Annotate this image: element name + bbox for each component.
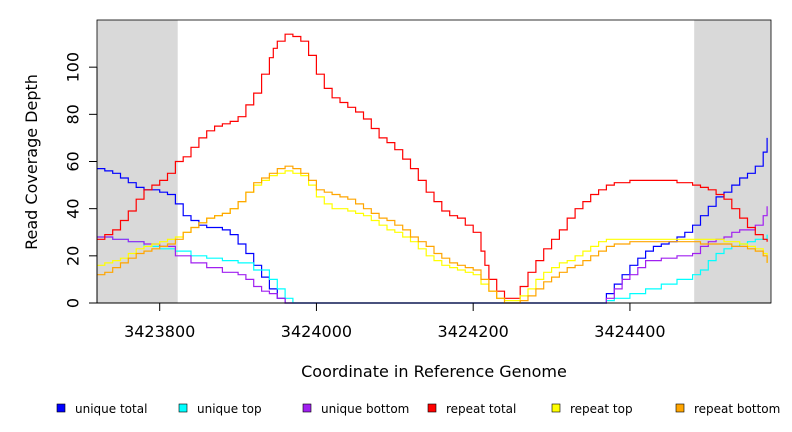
legend-swatch bbox=[675, 403, 685, 413]
legend-swatch bbox=[56, 403, 66, 413]
x-axis-title: Coordinate in Reference Genome bbox=[301, 362, 567, 381]
series-line-repeat-top bbox=[97, 170, 768, 302]
shaded-regions bbox=[97, 20, 771, 303]
series-line-unique-top bbox=[97, 234, 768, 304]
legend-item-unique-bottom: unique bottom bbox=[302, 402, 409, 416]
legend-item-repeat-total: repeat total bbox=[427, 402, 516, 416]
shaded-region-1 bbox=[694, 20, 771, 303]
x-axis-ticks: 3423800 3424000 3424200 3424400 bbox=[124, 303, 666, 341]
series-line-repeat-bottom bbox=[97, 165, 768, 304]
legend: unique total unique top unique bottom repea… bbox=[56, 402, 780, 416]
x-tick-label: 3424400 bbox=[594, 322, 665, 341]
legend-label: repeat total bbox=[446, 402, 516, 416]
legend-swatch bbox=[178, 403, 188, 413]
legend-label: unique top bbox=[197, 402, 262, 416]
series-line-repeat-total bbox=[97, 33, 768, 299]
y-tick-label: 80 bbox=[64, 104, 83, 124]
y-tick-label: 100 bbox=[64, 52, 83, 83]
legend-swatch bbox=[302, 403, 312, 413]
legend-label: unique total bbox=[75, 402, 147, 416]
legend-label: unique bottom bbox=[321, 402, 409, 416]
legend-item-repeat-top: repeat top bbox=[551, 402, 633, 416]
legend-swatch bbox=[551, 403, 561, 413]
y-axis-title: Read Coverage Depth bbox=[22, 74, 41, 250]
y-tick-label: 60 bbox=[64, 151, 83, 171]
shaded-region-0 bbox=[97, 20, 178, 303]
y-tick-label: 40 bbox=[64, 198, 83, 218]
legend-label: repeat bottom bbox=[694, 402, 780, 416]
legend-item-unique-total: unique total bbox=[56, 402, 147, 416]
x-tick-label: 3424000 bbox=[281, 322, 352, 341]
series-line-unique-total bbox=[97, 137, 768, 304]
x-tick-label: 3423800 bbox=[124, 322, 195, 341]
legend-swatch bbox=[427, 403, 437, 413]
series-lines bbox=[97, 33, 768, 304]
legend-item-unique-top: unique top bbox=[178, 402, 262, 416]
y-tick-label: 20 bbox=[64, 246, 83, 266]
y-axis-ticks: 0 20 40 60 80 100 bbox=[64, 52, 97, 308]
x-tick-label: 3424200 bbox=[438, 322, 509, 341]
legend-item-repeat-bottom: repeat bottom bbox=[675, 402, 780, 416]
y-tick-label: 0 bbox=[64, 298, 83, 308]
legend-label: repeat top bbox=[570, 402, 633, 416]
